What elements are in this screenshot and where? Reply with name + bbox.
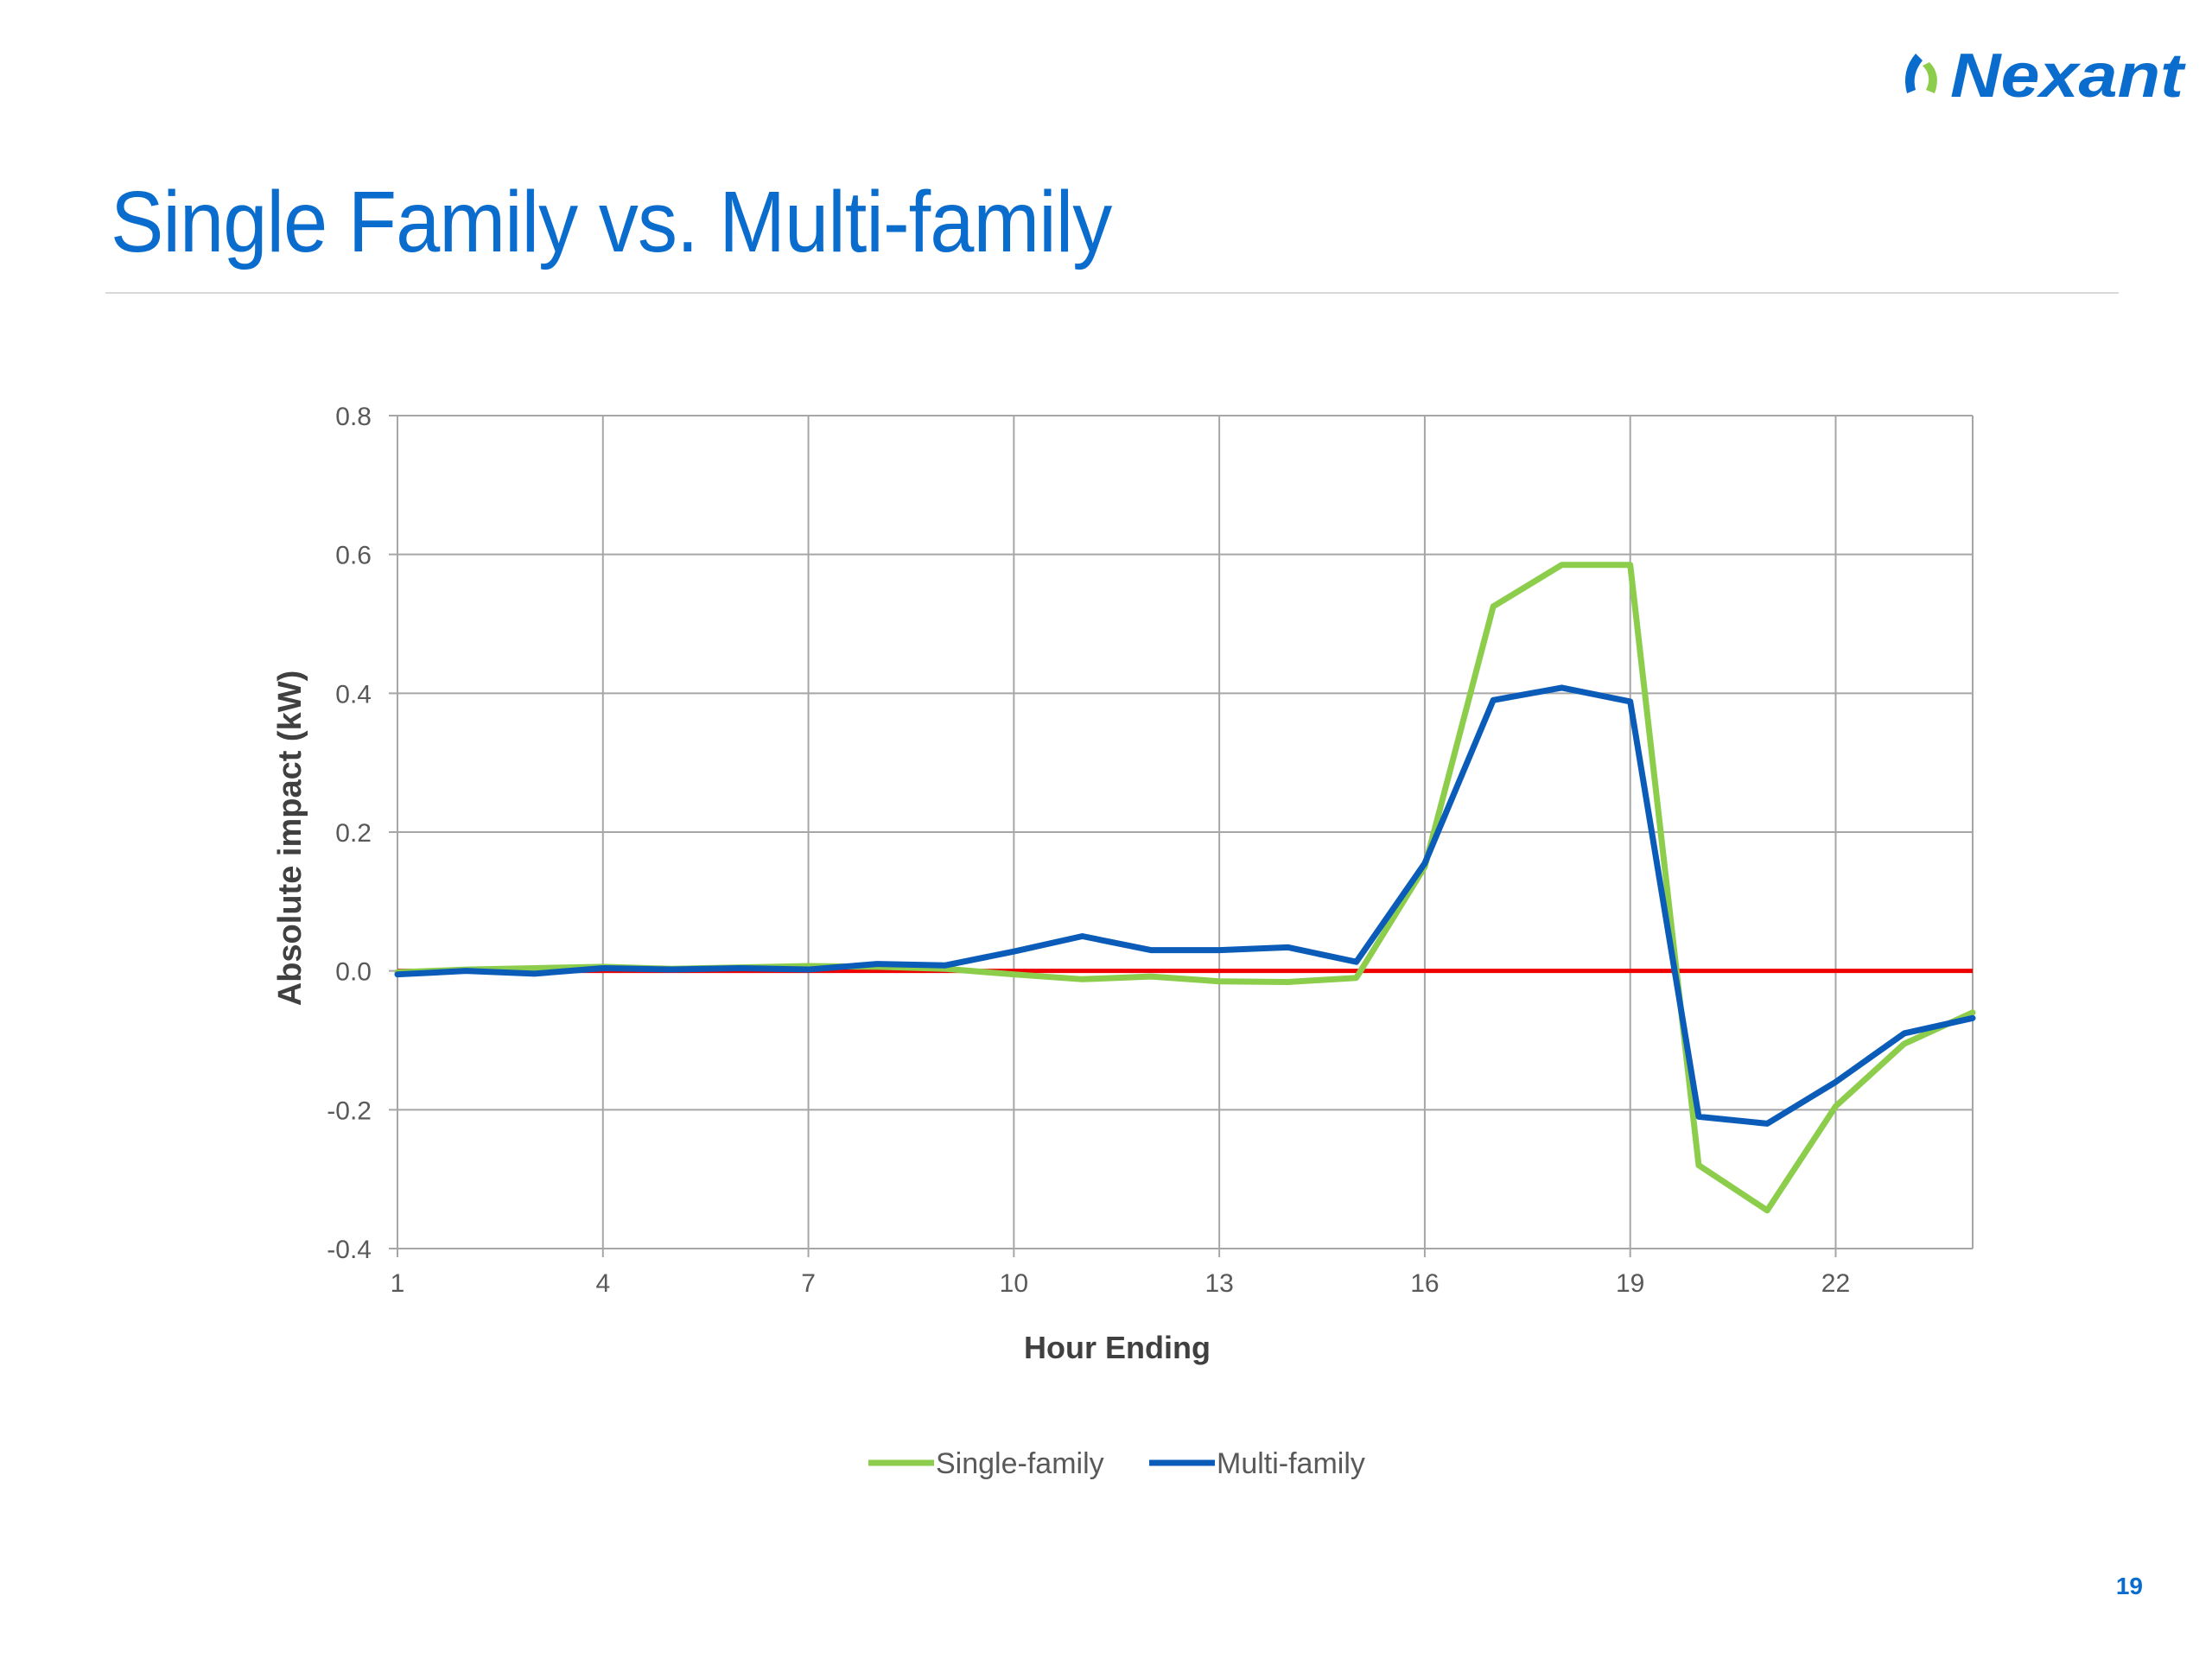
legend-label-single-family: Single-family [936,1447,1104,1480]
chart-legend: Single-family Multi-family [868,1447,1365,1480]
y-tick-label: 0.8 [335,403,372,431]
y-axis-label: Absolute impact (kW) [272,671,308,1006]
series-line-multi-family [394,684,1976,1127]
y-tick-label: 0.4 [335,680,372,709]
y-tick-label: 0.6 [335,542,372,570]
chart-tick-labels: 0.8 0.6 0.4 0.2 0.0 -0.2 -0.4 1 4 7 10 13 16 19 22 [327,403,1850,1298]
logo-wordmark: Nexant [1950,41,2186,110]
x-tick-label: 7 [801,1269,816,1298]
x-tick-label: 22 [1821,1269,1850,1298]
x-tick-label: 4 [595,1269,610,1298]
x-axis-label: Hour Ending [1024,1330,1211,1365]
nexant-logo: Nexant [1904,41,2186,110]
x-tick-label: 19 [1616,1269,1644,1298]
title-divider [105,292,2119,294]
slide-title: Single Family vs. Multi-family [111,174,1112,270]
y-tick-label: 0.0 [335,958,372,987]
page-number: 19 [2115,1573,2143,1599]
y-tick-label: -0.4 [327,1236,372,1264]
x-tick-label: 1 [391,1269,405,1298]
legend-label-multi-family: Multi-family [1217,1447,1365,1480]
x-tick-label: 10 [1000,1269,1028,1298]
chart-grid [389,415,1974,1257]
x-tick-label: 16 [1410,1269,1439,1298]
logo-mark-icon [1904,54,1937,93]
y-tick-label: 0.2 [335,819,372,848]
y-tick-label: -0.2 [327,1096,372,1125]
chart-series [394,562,1976,1214]
series-line-single-family [394,562,1976,1214]
x-tick-label: 13 [1205,1269,1233,1298]
